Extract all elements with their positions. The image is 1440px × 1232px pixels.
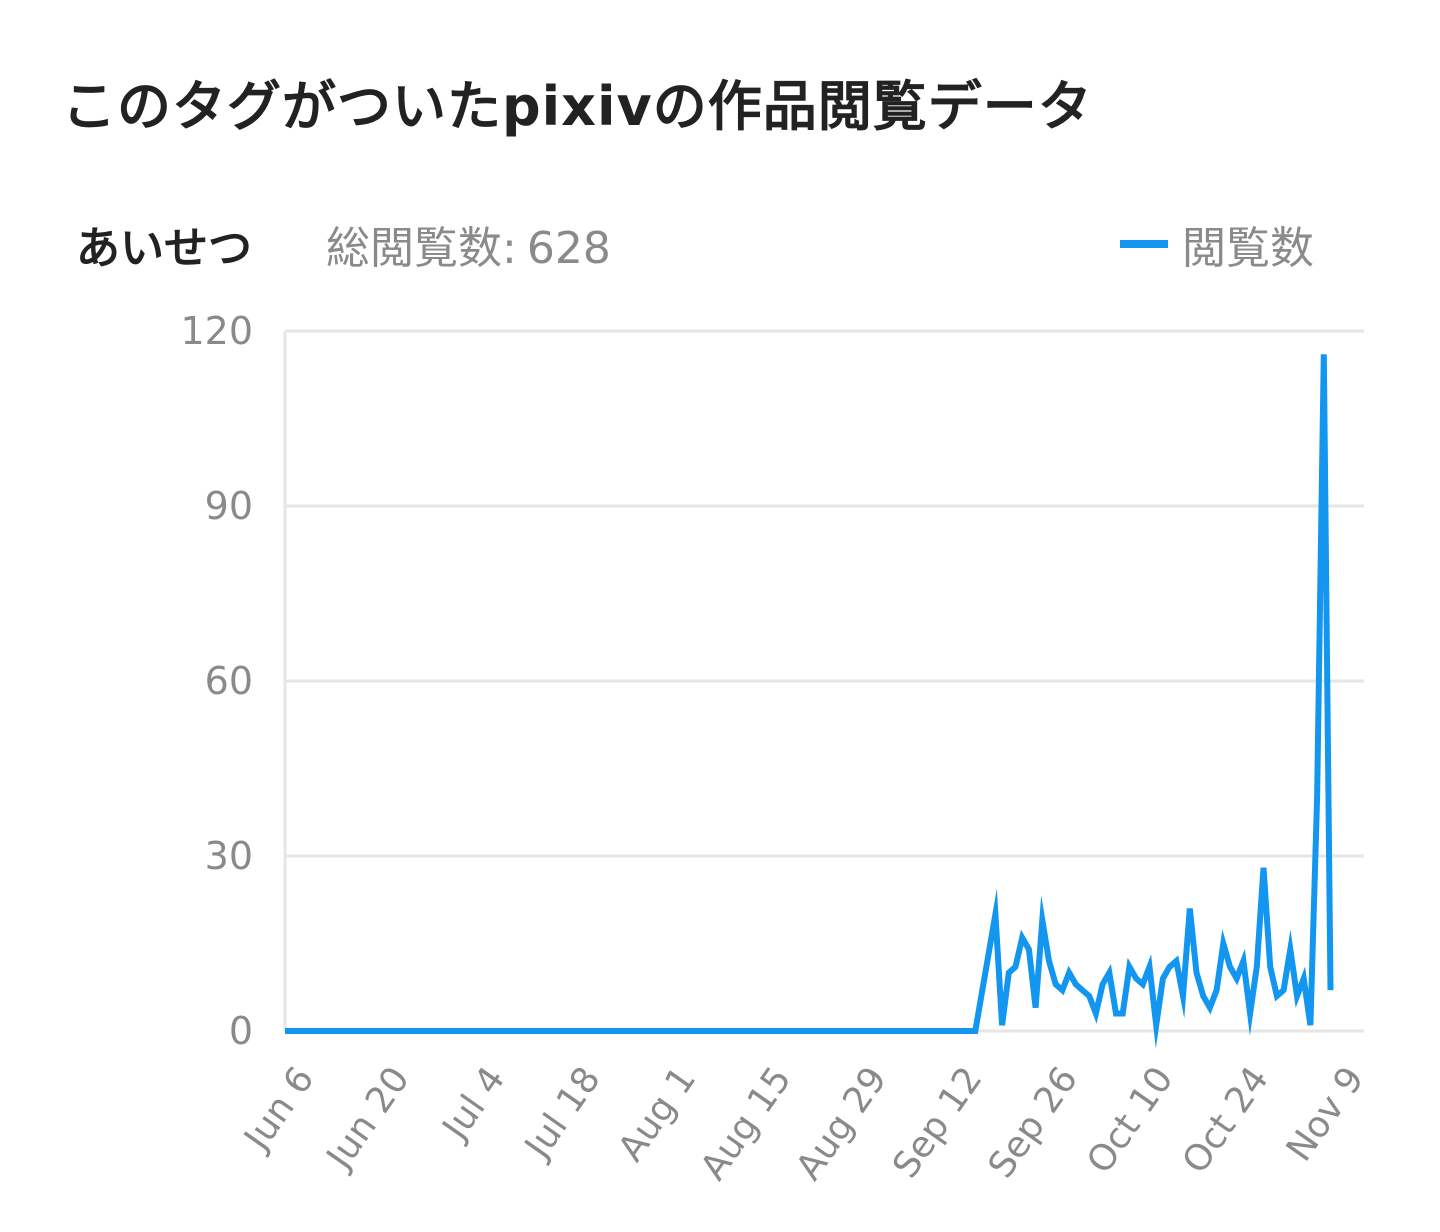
x-tick-label: Jul 18 <box>516 1060 608 1168</box>
chart-legend: 閲覧数 <box>1120 212 1314 276</box>
x-tick-label: Aug 15 <box>693 1060 800 1188</box>
y-tick-label: 90 <box>205 484 253 528</box>
total-views-label: 総閲覧数: <box>326 223 517 274</box>
y-tick-label: 60 <box>205 659 253 703</box>
tag-name: あいせつ <box>76 223 252 274</box>
y-tick-label: 120 <box>180 309 253 353</box>
x-tick-label: Nov 9 <box>1279 1060 1373 1169</box>
legend-label: 閲覧数 <box>1182 223 1314 274</box>
page-title: このタグがついたpixivの作品閲覧データ <box>62 75 1093 138</box>
x-tick-label: Aug 29 <box>788 1060 895 1188</box>
x-tick-label: Aug 1 <box>611 1060 705 1169</box>
y-tick-label: 0 <box>229 1009 253 1053</box>
total-views-value: 628 <box>526 223 611 274</box>
x-tick-label: Sep 12 <box>885 1060 990 1186</box>
x-tick-label: Oct 10 <box>1079 1060 1181 1181</box>
series-line-views <box>285 354 1334 1049</box>
x-tick-label: Jun 6 <box>236 1060 323 1159</box>
x-tick-label: Sep 26 <box>981 1060 1086 1186</box>
x-tick-label: Jun 20 <box>318 1060 418 1178</box>
x-tick-label: Jul 4 <box>434 1060 513 1149</box>
total-views: 総閲覧数: 628 <box>326 212 611 276</box>
x-tick-label: Oct 24 <box>1175 1060 1277 1181</box>
legend-swatch <box>1120 240 1168 248</box>
y-tick-label: 30 <box>205 834 253 878</box>
